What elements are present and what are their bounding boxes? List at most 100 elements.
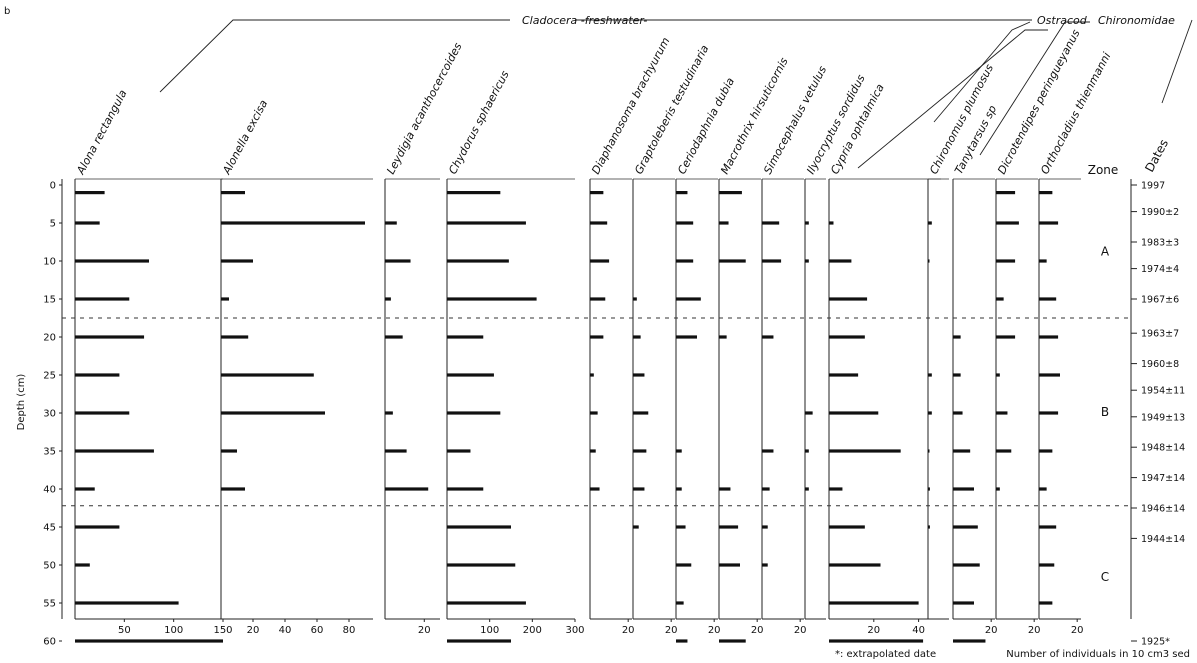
x-tick-label: 20 (622, 625, 635, 636)
zone-label: A (1101, 245, 1110, 259)
abundance-bar (1039, 563, 1055, 567)
date-label: 1944±14 (1141, 534, 1185, 545)
abundance-bar (633, 525, 639, 529)
abundance-bar (75, 449, 154, 453)
x-tick-label: 150 (213, 625, 232, 636)
taxon-panel (804, 178, 826, 620)
date-label: 1960±8 (1141, 359, 1179, 370)
date-label: 1949±13 (1141, 412, 1185, 423)
abundance-bar (676, 639, 688, 643)
abundance-bar (996, 259, 1016, 263)
dates-column: Dates 1997 1990±2 1983±3 1974±4 1967±6 1963±7 1… (1131, 137, 1185, 648)
abundance-bar (1039, 297, 1057, 301)
taxon-name: Alonella excisa (220, 97, 271, 177)
abundance-bar (953, 525, 978, 529)
abundance-bar (953, 411, 963, 415)
depth-tick-label: 55 (43, 599, 56, 610)
x-tick-label: 80 (343, 625, 356, 636)
abundance-bar (762, 563, 768, 567)
depth-tick-label: 45 (43, 523, 56, 534)
taxon-name: Alona rectangula (74, 87, 130, 177)
taxon-headers: Alona rectangula Alonella excisa Leydigia … (74, 27, 1114, 177)
abundance-bar (221, 297, 229, 301)
abundance-bar (805, 449, 809, 453)
abundance-bar (953, 601, 974, 605)
date-label: 1990±2 (1141, 207, 1179, 218)
taxon-panel: 20 (632, 178, 678, 636)
taxon-panel: 20 (384, 178, 440, 636)
zone-label: C (1101, 570, 1109, 584)
abundance-bar (829, 639, 924, 643)
abundance-bar (447, 563, 516, 567)
date-label: 1948±14 (1141, 443, 1185, 454)
abundance-bar (633, 449, 647, 453)
abundance-bar (996, 191, 1016, 195)
abundance-bar (928, 411, 932, 415)
abundance-bar (385, 449, 407, 453)
abundance-bar (719, 563, 740, 567)
abundance-bar (590, 259, 610, 263)
abundance-bar (996, 449, 1012, 453)
abundance-bar (1039, 601, 1053, 605)
x-tick-label: 20 (867, 625, 880, 636)
abundance-bar (928, 487, 930, 491)
units-note: Number of individuals in 10 cm3 sed (1006, 649, 1190, 660)
x-tick-label: 20 (665, 625, 678, 636)
abundance-bar (676, 525, 686, 529)
abundance-bar (829, 373, 859, 377)
x-tick-label: 20 (794, 625, 807, 636)
abundance-bar (928, 259, 930, 263)
taxon-name: Chydorus sphaericus (446, 68, 512, 176)
abundance-bar (953, 449, 971, 453)
abundance-bar (829, 297, 868, 301)
abundance-bar (829, 411, 879, 415)
date-label: 1983±3 (1141, 238, 1179, 249)
abundance-bar (633, 373, 645, 377)
taxon-panel: 100 200 300 (446, 178, 585, 643)
abundance-bar (996, 411, 1008, 415)
abundance-bar (829, 563, 881, 567)
abundance-bar (590, 297, 606, 301)
abundance-bar (676, 297, 701, 301)
group-connector (933, 21, 1031, 123)
abundance-bar (447, 449, 471, 453)
abundance-bar (719, 525, 739, 529)
abundance-bar (1039, 259, 1047, 263)
abundance-bar (805, 411, 813, 415)
abundance-bar (1039, 191, 1053, 195)
abundance-bar (829, 335, 865, 339)
abundance-bar (75, 335, 145, 339)
abundance-bar (719, 487, 731, 491)
group-connector (1161, 19, 1193, 104)
x-tick-label: 20 (1071, 625, 1084, 636)
abundance-bar (953, 373, 961, 377)
taxon-panel (927, 178, 949, 620)
abundance-bar (676, 259, 694, 263)
abundance-bar (676, 487, 682, 491)
abundance-bar (829, 487, 843, 491)
abundance-bar (447, 335, 484, 339)
group-label: Cladocera -freshwater- (522, 14, 647, 27)
abundance-bar (805, 221, 809, 225)
abundance-bar (447, 601, 526, 605)
taxon-name: Leydigia acanthocercoides (384, 40, 465, 176)
abundance-bar (75, 191, 105, 195)
depth-axis: 0 5 10 15 20 25 30 35 40 45 50 55 60 Depth (cm) (16, 179, 63, 648)
abundance-bar (221, 449, 237, 453)
taxon-panel: 20 40 60 80 (220, 178, 373, 636)
depth-tick-label: 60 (43, 637, 56, 648)
abundance-bar (385, 487, 429, 491)
x-tick-label: 50 (118, 625, 131, 636)
taxon-panel: 20 (718, 178, 764, 643)
x-tick-label: 40 (279, 625, 292, 636)
abundance-bar (996, 297, 1004, 301)
taxon-name: Graptoleberis testudinaria (632, 43, 711, 177)
abundance-bar (75, 525, 120, 529)
abundance-bar (953, 639, 986, 643)
abundance-bar (953, 335, 961, 339)
abundance-bar (1039, 525, 1057, 529)
abundance-bar (590, 373, 594, 377)
x-tick-label: 100 (480, 625, 499, 636)
abundance-bar (829, 525, 865, 529)
abundance-bar (996, 487, 1000, 491)
